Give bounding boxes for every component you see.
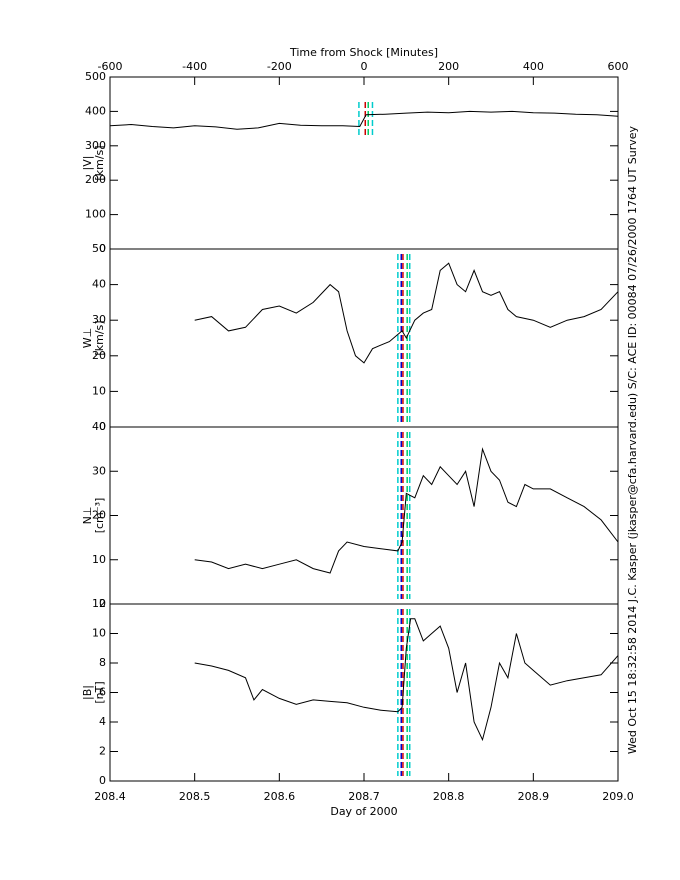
y-tick-label: 300 [85,139,106,152]
y-tick-label: 2 [99,745,106,758]
x-tick-label: 209.0 [602,790,634,803]
y-tick-label: 0 [99,242,106,255]
y-tick-label: 0 [99,774,106,787]
y-tick-label: 8 [99,656,106,669]
x-label: Day of 2000 [330,805,397,818]
data-line [194,447,619,574]
y-tick-label: 10 [92,384,106,397]
y-label: |V| [81,156,94,171]
panel-frame [109,248,619,428]
y-tick-label: 20 [92,509,106,522]
y-label: W⊥ [81,328,94,348]
x-tick-label: 208.4 [94,790,126,803]
y-tick-label: 0 [99,597,106,610]
y-tick-label: 30 [92,464,106,477]
y-tick-label: 200 [85,173,106,186]
y-tick-label: 4 [99,715,106,728]
x-tick-label: 200 [438,60,459,73]
y-tick-label: 20 [92,349,106,362]
x-tick-label: 400 [523,60,544,73]
data-line [109,110,619,130]
y-tick-label: 30 [92,313,106,326]
side-text: Wed Oct 15 18:32:58 2014 J.C. Kasper (jk… [626,125,639,754]
y-tick-label: 10 [92,627,106,640]
x-tick-label: 208.5 [179,790,211,803]
y-unit: [km/s] [93,320,106,355]
panel-frame [109,603,619,782]
y-tick-label: 12 [92,597,106,610]
y-unit: [nT] [93,681,106,703]
y-label: N⊥ [81,507,94,525]
y-tick-label: 50 [92,242,106,255]
panel-frame [109,426,619,605]
x-tick-label: 600 [608,60,629,73]
y-tick-label: 100 [85,208,106,221]
x-tick-label: 208.6 [264,790,296,803]
data-line [194,618,619,742]
y-tick-label: 400 [85,104,106,117]
y-label: |B| [81,685,94,700]
y-tick-label: 6 [99,686,106,699]
x-label: Time from Shock [Minutes] [289,46,438,59]
y-tick-label: 40 [92,420,106,433]
y-tick-label: 500 [85,70,106,83]
x-tick-label: -400 [182,60,207,73]
y-tick-label: 0 [99,420,106,433]
y-unit: [km/s] [93,145,106,180]
x-tick-label: 208.7 [348,790,380,803]
x-tick-label: 208.9 [518,790,550,803]
y-tick-label: 40 [92,278,106,291]
y-tick-label: 10 [92,553,106,566]
x-tick-label: 208.8 [433,790,465,803]
x-tick-label: 0 [361,60,368,73]
x-tick-label: -200 [267,60,292,73]
y-unit: [cm⁻³] [93,498,106,534]
x-tick-label: -600 [98,60,123,73]
data-line [194,262,619,364]
panel-frame [109,76,619,250]
